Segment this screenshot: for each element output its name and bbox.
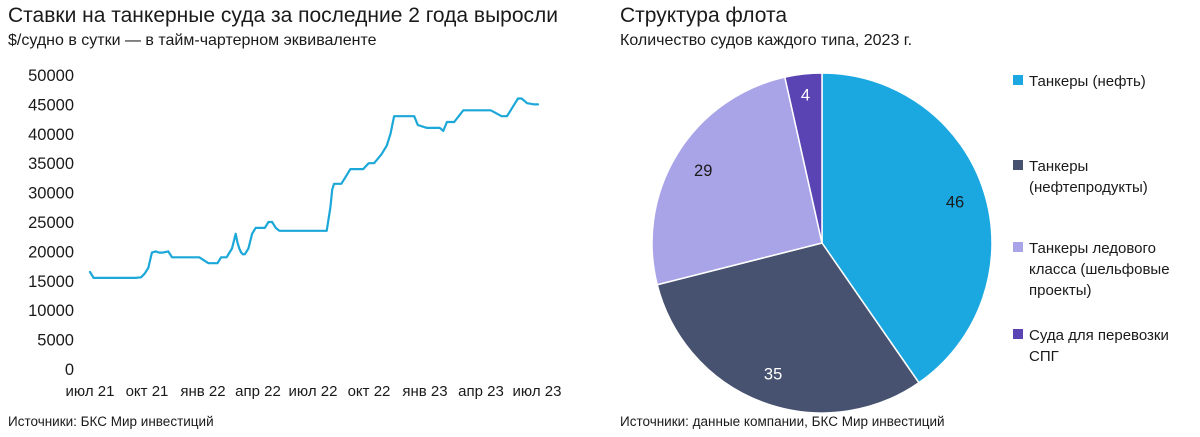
y-tick-label: 50000 (28, 67, 74, 85)
x-tick-label: апр 23 (458, 383, 504, 400)
y-tick-label: 20000 (28, 243, 74, 261)
pie-chart-subtitle: Количество судов каждого типа, 2023 г. (620, 32, 913, 49)
legend-swatch (1013, 329, 1023, 339)
x-tick-label: апр 22 (235, 383, 281, 400)
y-tick-label: 15000 (28, 273, 74, 291)
x-tick-label: окт 22 (348, 383, 391, 400)
slice-oil-tankers (821, 72, 993, 384)
y-tick-label: 25000 (28, 214, 74, 232)
x-tick-label: янв 22 (180, 383, 225, 400)
x-tick-label: окт 21 (126, 383, 169, 400)
legend-label: Танкеры ледового класса (шельфовые проек… (1029, 240, 1170, 299)
line-plot-area (88, 97, 540, 279)
y-tick-label: 10000 (28, 302, 74, 320)
pie-value-label: 4 (801, 86, 810, 104)
x-tick-label: янв 23 (402, 383, 447, 400)
slice-ice-class-tankers (651, 76, 823, 286)
y-tick-label: 40000 (28, 126, 74, 144)
y-tick-label: 0 (65, 361, 74, 379)
pie-chart-title: Структура флота (620, 4, 788, 27)
pie-value-label: 46 (946, 193, 964, 211)
legend-item-lng-carriers: Суда для перевозки СПГ (1013, 325, 1200, 367)
pie-value-label: 35 (764, 366, 782, 384)
pie-value-labels: 46 35 29 4 (694, 86, 964, 383)
line-chart-source: Источники: БКС Мир инвестиций (8, 414, 214, 429)
legend-swatch (1013, 160, 1023, 170)
y-tick-label: 5000 (37, 332, 74, 350)
y-tick-label: 45000 (28, 96, 74, 114)
legend-label: Танкеры (нефтепродукты) (1029, 158, 1148, 196)
slice-lng-carriers (783, 72, 823, 244)
legend-label: Танкеры (нефть) (1029, 73, 1146, 90)
legend-item-product-tankers: Танкеры (нефтепродукты) (1013, 156, 1200, 198)
legend-swatch (1013, 242, 1023, 252)
pie-chart-source: Источники: данные компании, БКС Мир инве… (620, 414, 945, 429)
legend-label: Суда для перевозки СПГ (1029, 327, 1169, 365)
y-axis-ticks: 0 5000 10000 15000 20000 25000 30000 35000 40000… (28, 67, 74, 379)
pie-slices (651, 72, 993, 414)
x-tick-label: июл 23 (513, 383, 562, 400)
line-chart-title: Ставки на танкерные суда за последние 2 … (8, 4, 559, 27)
legend-item-oil-tankers: Танкеры (нефть) (1013, 71, 1200, 92)
line-chart: 0 5000 10000 15000 20000 25000 30000 35000 40000… (28, 67, 562, 400)
pie-legend: Танкеры (нефть) Танкеры (нефтепродукты) Та… (1013, 60, 1200, 400)
x-tick-label: июл 22 (289, 383, 338, 400)
legend-item-ice-class-tankers: Танкеры ледового класса (шельфовые проек… (1013, 238, 1200, 301)
y-tick-label: 30000 (28, 185, 74, 203)
rate-series-line (88, 97, 540, 279)
slice-product-tankers (656, 242, 920, 414)
legend-swatch (1013, 75, 1023, 85)
pie-chart: 46 35 29 4 (651, 72, 993, 414)
pie-value-label: 29 (694, 162, 712, 180)
y-tick-label: 35000 (28, 155, 74, 173)
x-axis-ticks: июл 21 окт 21 янв 22 апр 22 июл 22 окт 22 янв … (66, 383, 562, 400)
x-tick-label: июл 21 (66, 383, 115, 400)
line-chart-subtitle: $/судно в сутки — в тайм-чартерном эквив… (8, 32, 377, 49)
